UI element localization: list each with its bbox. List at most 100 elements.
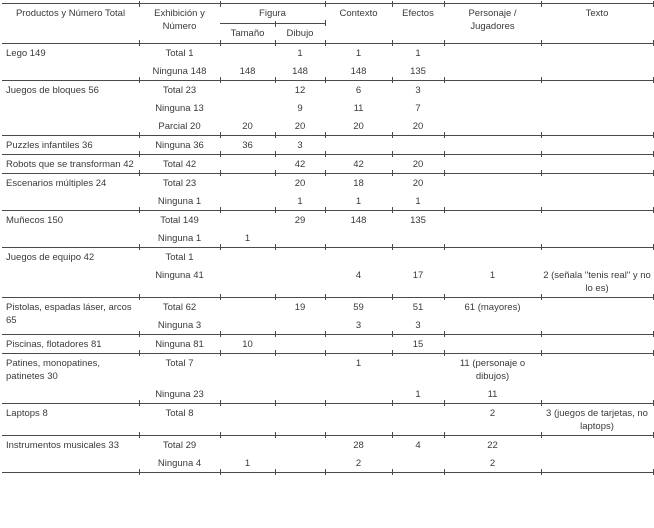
- personaje-cell: [444, 99, 541, 117]
- table-row: Parcial 20 20 20 20 20: [2, 117, 654, 138]
- dibujo-cell: [275, 248, 325, 267]
- personaje-cell: 11 (personaje o dibujos): [459, 357, 526, 382]
- efectos-cell: 3: [415, 84, 421, 96]
- dibujo-cell: 42: [275, 154, 326, 176]
- product-cell: Patines, monopatines, patinetes 30: [2, 353, 140, 406]
- personaje-cell: [444, 334, 542, 356]
- exhibicion-cell: Total 23: [162, 177, 197, 189]
- personaje-cell: [444, 316, 542, 337]
- exhibicion-cell: Total 42: [139, 154, 221, 176]
- efectos-cell: 3: [392, 316, 445, 337]
- tamano-cell: [220, 403, 276, 438]
- exhibicion-cell: Total 62: [162, 301, 197, 313]
- table-row: Ninguna 23 1 11: [2, 385, 654, 406]
- personaje-cell: 61 (mayores): [464, 301, 521, 313]
- contexto-cell: 1: [325, 192, 393, 213]
- table-row: Instrumentos musicales 33 Total 29 28 4 22: [2, 435, 653, 475]
- texto-cell: [541, 44, 653, 63]
- contexto-cell: 3: [325, 316, 393, 337]
- tamano-cell: 36: [220, 135, 276, 157]
- table-row: Escenarios múltiples 24 Total 23 20 18 20: [2, 173, 653, 213]
- personaje-cell: [444, 154, 542, 176]
- efectos-cell: [392, 229, 445, 250]
- header-figura: Figura: [220, 1, 326, 27]
- exhibicion-cell: Ninguna 1: [139, 229, 221, 250]
- dibujo-cell: 9: [297, 102, 303, 114]
- contexto-cell: [325, 334, 393, 356]
- header-contexto: Contexto: [325, 1, 393, 47]
- exhibicion-cell: Ninguna 4: [139, 454, 221, 475]
- contexto-cell: 2: [325, 454, 393, 475]
- tamano-cell: [220, 192, 276, 213]
- product-cell: Instrumentos musicales 33: [2, 435, 140, 475]
- table-row: Ninguna 13 9 11 7: [2, 99, 653, 117]
- dibujo-cell: 1: [297, 47, 303, 59]
- exhibicion-cell: Ninguna 41: [139, 266, 221, 300]
- personaje-cell: 22: [487, 439, 498, 451]
- texto-cell: [541, 62, 654, 83]
- efectos-cell: [392, 403, 445, 438]
- product-cell: Juegos de equipo 42: [2, 247, 140, 300]
- header-efectos: Efectos: [392, 1, 445, 47]
- exhibicion-cell: Total 7: [165, 357, 194, 369]
- table-body: Lego 149 Total 1 1 1 1 Ninguna 148 148 148 148 13…: [2, 43, 654, 475]
- tamano-cell: [220, 44, 275, 63]
- dibujo-cell: 19: [294, 301, 306, 313]
- efectos-cell: [392, 354, 444, 386]
- table-row: Lego 149 Total 1 1 1 1: [2, 43, 653, 83]
- tamano-cell: 1: [220, 454, 276, 475]
- texto-cell: [541, 117, 654, 138]
- tamano-cell: 10: [220, 334, 276, 356]
- exhibicion-cell: Ninguna 36: [139, 135, 221, 157]
- dibujo-cell: 29: [294, 214, 306, 226]
- exhibicion-cell: Parcial 20: [139, 117, 221, 138]
- exhibicion-cell: Total 29: [162, 439, 197, 451]
- header-exhibicion: Exhibición y Número: [139, 1, 221, 47]
- dibujo-cell: [275, 436, 325, 455]
- efectos-cell: 1: [392, 192, 445, 213]
- personaje-cell: [444, 174, 541, 193]
- texto-cell: [541, 454, 654, 475]
- exhibicion-cell: Total 8: [139, 403, 221, 438]
- efectos-cell: 7: [415, 102, 421, 114]
- contexto-cell: 148: [350, 214, 367, 226]
- texto-cell: [541, 81, 653, 100]
- efectos-cell: 1: [392, 385, 445, 406]
- efectos-cell: 1: [415, 47, 421, 59]
- exhibicion-cell: Total 23: [162, 84, 197, 96]
- personaje-cell: [444, 211, 541, 230]
- product-cell: Muñecos 150: [2, 210, 140, 250]
- contexto-cell: [325, 248, 392, 267]
- dibujo-cell: 1: [275, 192, 326, 213]
- efectos-cell: 135: [392, 62, 445, 83]
- texto-cell: [541, 334, 654, 356]
- tamano-cell: [220, 211, 275, 230]
- texto-cell: 3 (juegos de tarjetas, no laptops): [541, 403, 654, 438]
- dibujo-cell: 20: [294, 177, 306, 189]
- contexto-cell: 4: [325, 266, 393, 300]
- dibujo-cell: [275, 334, 326, 356]
- personaje-cell: [444, 44, 541, 63]
- efectos-cell: 135: [410, 214, 426, 226]
- product-cell: Piscinas, flotadores 81: [2, 334, 140, 356]
- product-cell: Pistolas, espadas láser, arcos 65: [2, 297, 140, 337]
- product-cell: Lego 149: [2, 43, 140, 83]
- tamano-cell: [220, 81, 275, 100]
- tamano-cell: 1: [220, 229, 276, 250]
- table-row: Patines, monopatines, patinetes 30 Total …: [2, 353, 653, 406]
- table-row: Pistolas, espadas láser, arcos 65 Total 6…: [2, 297, 653, 337]
- contexto-cell: [325, 229, 393, 250]
- table-header: Productos y Número Total Exhibición y Nú…: [2, 1, 654, 47]
- texto-cell: [541, 298, 653, 317]
- product-cell: Juegos de bloques 56: [2, 80, 140, 138]
- header-productos: Productos y Número Total: [2, 1, 140, 47]
- efectos-cell: 20: [392, 117, 445, 138]
- texto-cell: [541, 229, 654, 250]
- exhibicion-cell: Ninguna 23: [139, 385, 221, 406]
- contexto-cell: [325, 385, 393, 406]
- personaje-cell: 1: [444, 266, 542, 300]
- personaje-cell: [444, 248, 541, 267]
